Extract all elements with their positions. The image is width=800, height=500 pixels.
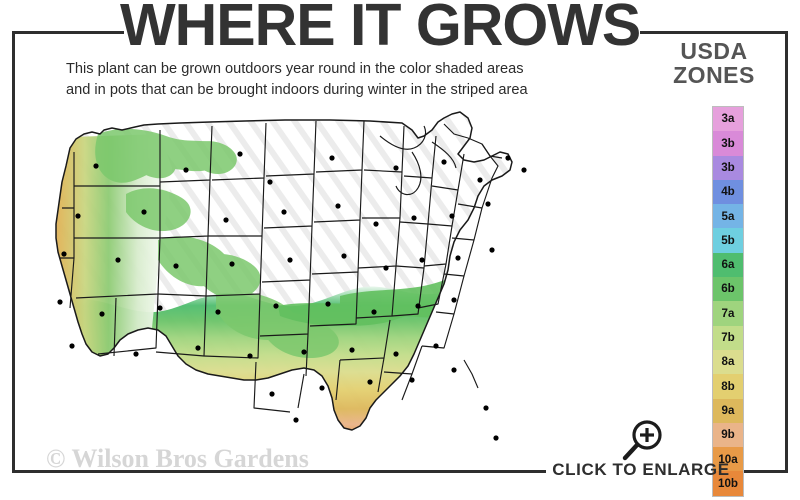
zone-swatch-7a-8: 7a [713,301,743,326]
zone-swatch-8b-11: 8b [713,374,743,399]
zone-label: 7b [721,331,735,345]
usda-zone-legend: 3a 3b 3b 4b 5a 5b 6a 6b 7a 7b 8a 8b 9a 9b 10a 10b [712,106,744,497]
state-borders [55,111,513,431]
zone-swatch-6a-6: 6a [713,252,743,278]
zone-label: 10a [718,452,738,466]
zone-swatch-10b-15: 10b [713,471,743,496]
frame-border-bottom-right [738,470,788,473]
frame-border-left [12,31,15,473]
frame-border-top-right [640,31,788,34]
zone-label: 10b [718,476,738,490]
page-title: WHERE IT GROWS [120,0,641,58]
zone-label: 9b [721,428,735,442]
click-to-enlarge-label[interactable]: CLICK TO ENLARGE [552,460,730,479]
magnifier-plus-icon[interactable] [620,418,666,464]
zone-label: 8a [721,355,735,369]
frame-border-top-left [12,31,124,34]
subtitle-line-2: and in pots that can be brought indoors … [66,82,528,99]
zone-swatch-5b-5: 5b [713,228,743,253]
legend-heading-line-1: USDA [680,38,748,64]
map-florida-warm [474,374,512,430]
zone-label: 7a [721,306,735,320]
zone-swatch-3a-0: 3a [713,107,743,132]
zone-swatch-9b-13: 9b [713,422,743,448]
zone-label: 4b [721,185,735,199]
zone-label: 5b [721,233,735,247]
zone-label: 3b [721,136,735,150]
map-texas-warm [286,393,325,430]
legend-heading-line-2: ZONES [673,61,755,88]
zone-swatch-8a-10: 8a [713,349,743,375]
frame-border-bottom-left [12,470,546,473]
zone-label: 9a [721,403,735,417]
frame-border-right [785,31,788,473]
zone-label: 3b [721,160,735,174]
zone-swatch-3b-1: 3b [713,131,743,156]
zone-swatch-9a-12: 9a [713,398,743,423]
zone-label: 5a [721,209,735,223]
map-zone-fills [56,112,512,430]
zone-label: 3a [721,112,735,126]
zone-swatch-6b-7: 6b [713,277,743,302]
zone-swatch-4b-3: 4b [713,179,743,205]
zone-swatch-7b-9: 7b [713,325,743,350]
zone-label: 8b [721,379,735,393]
map-green-northeast [491,228,512,257]
zone-label: 6a [721,258,735,272]
usa-map-svg [55,111,527,441]
usa-hardiness-map [40,108,600,453]
subtitle: This plant can be grown outdoors year ro… [66,59,646,101]
subtitle-line-1: This plant can be grown outdoors year ro… [66,61,524,77]
zone-swatch-5a-4: 5a [713,204,743,229]
zone-swatch-10a-14: 10a [713,447,743,472]
legend-heading: USDA ZONES [648,38,780,88]
zone-swatch-3b-2: 3b [713,155,743,180]
city-dots [57,151,527,441]
watermark: © Wilson Bros Gardens [46,444,309,473]
zone-label: 6b [721,282,735,296]
